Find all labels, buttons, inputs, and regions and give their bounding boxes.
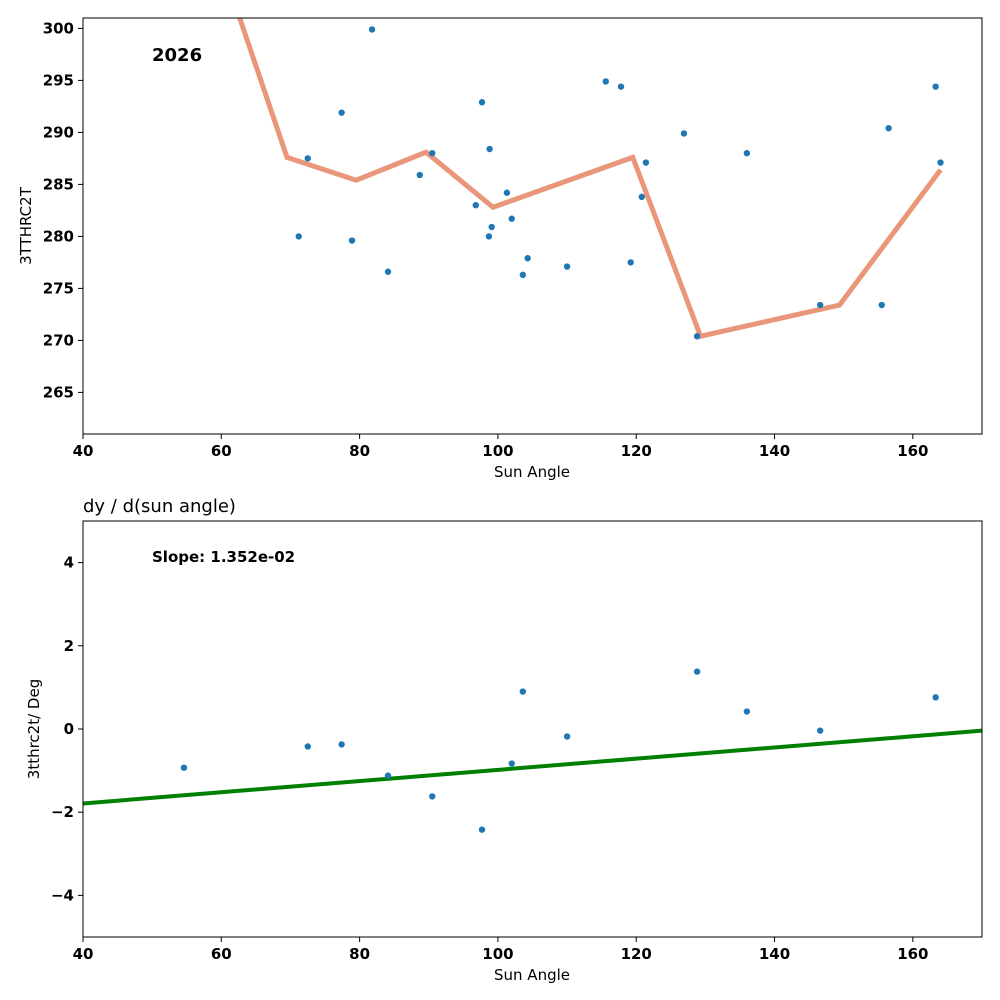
data-point	[338, 741, 345, 748]
y-tick-label: −4	[51, 886, 74, 904]
data-point	[602, 78, 610, 85]
x-tick-label: 140	[759, 442, 790, 460]
y-tick-label: 265	[43, 383, 74, 401]
x-tick-label: 80	[349, 442, 370, 460]
x-tick-label: 160	[897, 442, 928, 460]
data-point	[429, 793, 436, 800]
data-point	[563, 263, 571, 270]
data-point	[638, 193, 645, 201]
bottom-chart-derivative: dy / d(sun angle) Slope: 1.352e-02 Sun A…	[25, 496, 983, 984]
x-axis-label: Sun Angle	[494, 966, 570, 984]
data-point	[937, 159, 944, 166]
data-point	[304, 155, 311, 162]
x-tick-label: 120	[621, 442, 652, 460]
x-tick-label: 40	[73, 945, 94, 963]
data-point	[743, 150, 751, 157]
x-tick-label: 80	[349, 945, 370, 963]
y-tick-label: 300	[43, 19, 74, 37]
data-point	[508, 760, 515, 767]
data-point	[524, 255, 531, 262]
data-point	[932, 694, 939, 701]
data-point	[627, 259, 634, 266]
x-tick-label: 120	[621, 945, 652, 963]
data-point	[478, 99, 486, 106]
data-point	[478, 826, 486, 833]
data-point	[680, 130, 688, 137]
data-point	[338, 109, 345, 116]
data-point	[693, 668, 701, 675]
y-tick-label: 295	[43, 71, 74, 89]
data-point	[488, 223, 495, 231]
data-point	[472, 202, 479, 209]
data-point	[295, 233, 302, 240]
data-point	[384, 268, 392, 275]
data-point	[304, 743, 311, 750]
y-axis-label: 3tthrc2t/ Deg	[25, 679, 43, 779]
data-point	[519, 688, 527, 695]
y-tick-label: 290	[43, 123, 74, 141]
y-tick-label: 275	[43, 279, 74, 297]
data-point	[180, 764, 188, 771]
data-point	[384, 772, 392, 779]
data-point	[693, 333, 701, 340]
chart-title: dy / d(sun angle)	[83, 496, 236, 517]
x-tick-label: 140	[759, 945, 790, 963]
x-tick-label: 40	[73, 442, 94, 460]
data-point	[485, 233, 493, 240]
y-tick-label: 4	[64, 554, 74, 572]
top-chart-sun-angle-vs-3tthrc2t: 2026 Sun Angle 3TTHRC2T 40 60 80 100 120 140 1…	[17, 17, 983, 481]
data-point	[486, 145, 493, 153]
x-tick-label: 60	[211, 945, 232, 963]
y-tick-label: 2	[64, 637, 74, 655]
trend-line	[237, 18, 943, 340]
data-point	[416, 171, 423, 179]
x-tick-label: 160	[897, 945, 928, 963]
data-point	[563, 733, 571, 740]
data-point	[617, 83, 625, 90]
y-tick-label: −2	[51, 803, 74, 821]
x-tick-label: 60	[211, 442, 232, 460]
data-point	[429, 150, 436, 157]
data-point	[503, 189, 511, 196]
year-annotation: 2026	[152, 45, 202, 66]
data-point	[642, 159, 650, 166]
x-axis-label: Sun Angle	[494, 463, 570, 481]
data-point	[816, 301, 824, 309]
y-tick-label: 270	[43, 331, 74, 349]
y-axis-label: 3TTHRC2T	[17, 186, 35, 265]
data-point	[508, 215, 515, 222]
data-point	[932, 83, 939, 90]
data-point	[519, 271, 527, 279]
y-tick-label: 0	[64, 720, 74, 738]
axes-frame	[82, 17, 983, 435]
x-tick-label: 100	[482, 945, 513, 963]
slope-annotation: Slope: 1.352e-02	[152, 548, 295, 566]
data-point	[816, 727, 824, 734]
y-tick-label: 280	[43, 227, 74, 245]
data-point	[878, 301, 885, 309]
data-point	[348, 237, 356, 244]
data-point	[885, 125, 892, 132]
x-tick-label: 100	[482, 442, 513, 460]
data-point	[368, 26, 376, 33]
y-tick-label: 285	[43, 175, 74, 193]
data-point	[743, 708, 751, 715]
axes-frame	[82, 520, 983, 938]
fit-line	[83, 728, 982, 806]
